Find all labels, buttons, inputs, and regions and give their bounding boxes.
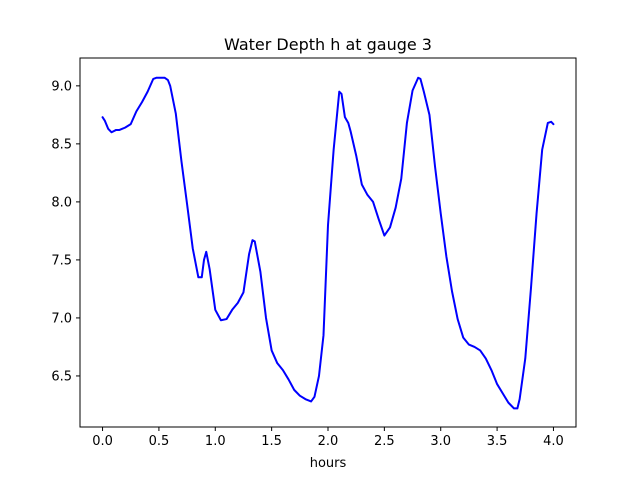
x-tick-label: 4.0 [543,434,564,449]
x-tick-label: 3.5 [487,434,508,449]
series-line [101,76,555,410]
plot-area [101,76,555,410]
x-tick-label: 0.0 [92,434,113,449]
x-tick-label: 0.5 [149,434,170,449]
x-axis-label: hours [310,456,347,471]
chart-title: Water Depth h at gauge 3 [224,35,432,54]
y-tick-label: 9.0 [51,79,72,94]
y-tick-label: 6.5 [51,369,72,384]
y-axis-ticks: 6.5 7.0 7.5 8.0 8.5 9.0 [51,79,80,384]
x-tick-label: 3.0 [430,434,451,449]
x-tick-label: 2.5 [374,434,395,449]
y-tick-label: 7.0 [51,311,72,326]
x-tick-label: 2.0 [318,434,339,449]
y-tick-label: 8.5 [51,137,72,152]
x-axis-ticks: 0.0 0.5 1.0 1.5 2.0 2.5 3.0 3.5 4.0 [92,427,564,449]
y-tick-label: 8.0 [51,195,72,210]
x-tick-label: 1.0 [205,434,226,449]
x-tick-label: 1.5 [261,434,282,449]
y-tick-label: 7.5 [51,253,72,268]
